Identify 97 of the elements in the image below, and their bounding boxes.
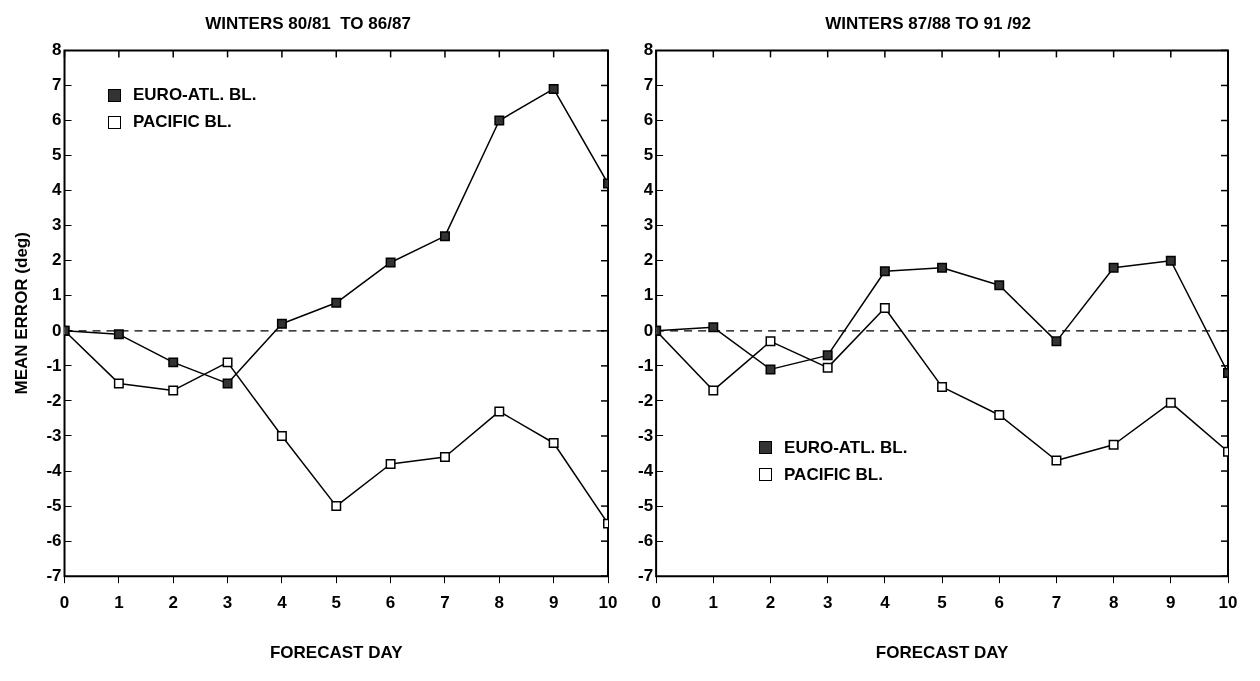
- point: [994, 280, 1005, 291]
- x-tick-label: 10: [1218, 593, 1238, 613]
- y-tick-label: 8: [643, 40, 654, 60]
- point: [113, 329, 124, 340]
- y-tick-label: -7: [46, 565, 62, 585]
- y-tick-label: 5: [643, 145, 654, 165]
- y-tick-label: 6: [52, 110, 62, 130]
- x-tick-label: 9: [548, 593, 559, 613]
- x-tick-label: 1: [708, 593, 719, 613]
- point: [708, 385, 719, 396]
- point: [879, 303, 890, 314]
- x-tick-label: 2: [168, 593, 178, 613]
- point: [439, 231, 450, 242]
- point: [385, 257, 396, 268]
- point: [331, 501, 342, 512]
- y-tick-label: -2: [637, 390, 654, 410]
- point: [765, 336, 776, 347]
- y-tick-label: 5: [52, 145, 62, 165]
- x-tick-label: 1: [114, 593, 124, 613]
- y-tick-label: -1: [46, 355, 62, 375]
- y-tick-label: 6: [643, 110, 654, 130]
- y-tick-label: -5: [637, 495, 654, 515]
- x-tick-label: 6: [994, 593, 1004, 613]
- point: [1108, 439, 1119, 450]
- y-tick-label: 2: [643, 250, 654, 270]
- point: [708, 322, 719, 333]
- point: [168, 357, 179, 368]
- x-tick-label: 9: [1166, 593, 1176, 613]
- y-tick-label: 7: [643, 75, 654, 95]
- point: [276, 430, 287, 441]
- y-tick-label: 2: [52, 250, 62, 270]
- legend-label: EURO-ATL. BL.: [132, 85, 257, 106]
- x-tick-label: 6: [385, 593, 396, 613]
- x-tick-label: 5: [331, 593, 341, 613]
- y-tick-label: -6: [46, 530, 62, 550]
- point: [937, 262, 948, 273]
- legend-label: PACIFIC BL.: [784, 464, 883, 485]
- y-tick-label: 0: [643, 320, 654, 340]
- y-tick-label: 7: [52, 75, 62, 95]
- legend-label: PACIFIC BL.: [132, 112, 232, 133]
- x-tick-label: 5: [937, 593, 947, 613]
- point: [879, 266, 890, 277]
- x-tick-label: 8: [494, 593, 505, 613]
- y-tick-label: 3: [52, 215, 62, 235]
- point: [222, 378, 233, 389]
- point: [1108, 262, 1119, 273]
- point: [548, 438, 559, 448]
- y-tick-label: 4: [643, 180, 654, 200]
- y-tick-label: 1: [52, 285, 62, 305]
- y-tick-label: -5: [46, 495, 62, 515]
- point: [937, 381, 948, 392]
- y-tick-label: -3: [46, 425, 62, 445]
- y-axis-title: MEAN ERROR (deg): [11, 232, 31, 395]
- point: [1051, 336, 1062, 347]
- y-tick-label: -7: [637, 565, 654, 585]
- point: [494, 115, 505, 126]
- point: [113, 378, 124, 389]
- x-tick-label: 4: [277, 593, 288, 613]
- chart-title: WINTERS 87/88 TO 91 /92: [825, 13, 1031, 33]
- y-tick-label: -2: [46, 390, 62, 410]
- y-tick-label: 4: [52, 180, 63, 200]
- legend-label: EURO-ATL. BL.: [784, 437, 908, 458]
- y-tick-label: 0: [52, 320, 62, 340]
- chart-title: WINTERS 80/81 TO 86/87: [205, 13, 411, 33]
- point: [276, 318, 287, 329]
- x-tick-label: 3: [222, 593, 233, 613]
- y-tick-label: -6: [637, 530, 654, 550]
- point: [439, 452, 450, 463]
- point: [168, 385, 179, 396]
- point: [548, 83, 559, 94]
- point: [994, 409, 1005, 420]
- x-tick-label: 10: [598, 593, 618, 613]
- y-tick-label: -1: [637, 355, 654, 375]
- point: [822, 350, 833, 361]
- point: [331, 297, 342, 308]
- y-tick-label: 8: [52, 40, 62, 60]
- point: [765, 364, 776, 375]
- x-axis-title: FORECAST DAY: [875, 643, 1009, 663]
- x-tick-label: 4: [880, 593, 891, 613]
- y-tick-label: -3: [637, 425, 654, 445]
- point: [494, 406, 505, 417]
- point: [1051, 455, 1062, 466]
- x-tick-label: 7: [440, 593, 450, 613]
- y-tick-label: -4: [637, 460, 654, 480]
- y-tick-label: -4: [46, 460, 63, 480]
- x-tick-label: 8: [1108, 593, 1119, 613]
- x-tick-label: 3: [822, 593, 833, 613]
- x-tick-label: 2: [765, 593, 776, 613]
- point: [822, 362, 833, 373]
- point: [385, 459, 396, 470]
- y-tick-label: 1: [643, 285, 654, 305]
- x-axis-title: FORECAST DAY: [269, 643, 404, 663]
- y-tick-label: 3: [643, 215, 654, 235]
- point: [1165, 255, 1176, 266]
- point: [1165, 397, 1176, 408]
- x-tick-label: 7: [1051, 593, 1062, 613]
- point: [222, 357, 233, 368]
